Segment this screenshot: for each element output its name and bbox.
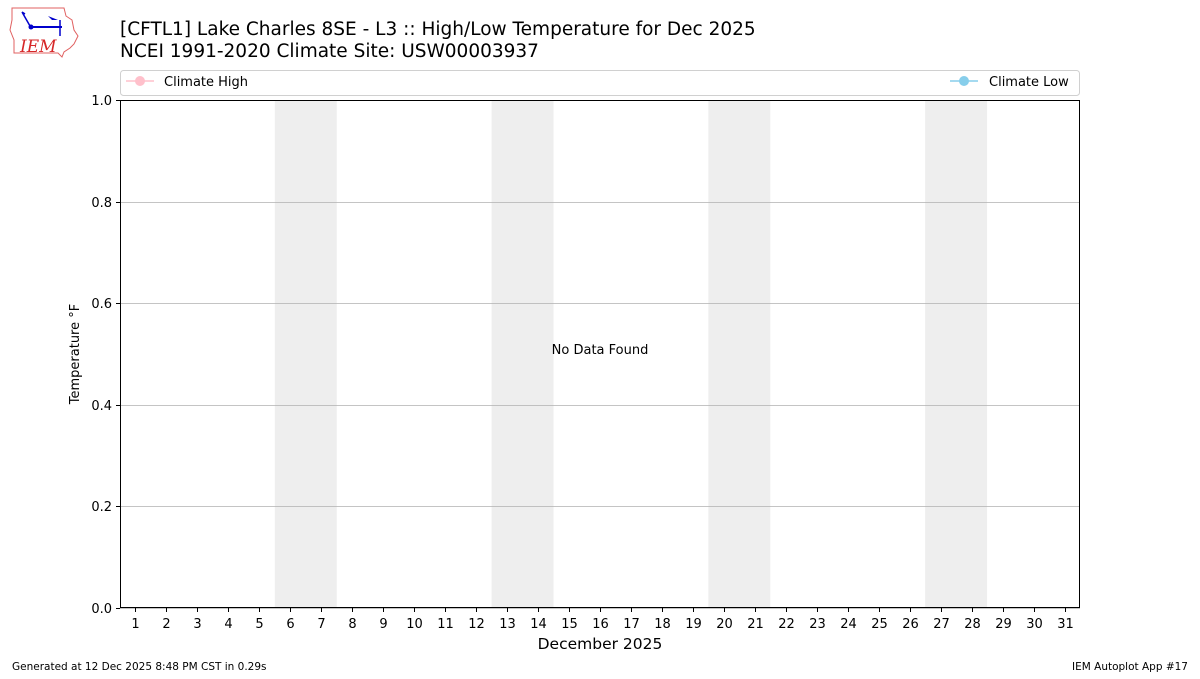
x-tick-label: 28 — [964, 617, 981, 632]
y-tick-label: 0.2 — [91, 500, 112, 515]
x-tick-label: 19 — [685, 617, 702, 632]
logo-text: IEM — [19, 37, 57, 57]
x-tick-label: 7 — [317, 617, 325, 632]
x-tick-label: 16 — [592, 617, 609, 632]
chart-title-line2: NCEI 1991-2020 Climate Site: USW00003937 — [120, 41, 539, 62]
x-tick-label: 17 — [623, 617, 640, 632]
x-tick-label: 11 — [437, 617, 454, 632]
x-tick-label: 26 — [902, 617, 919, 632]
x-tick-label: 13 — [499, 617, 516, 632]
x-tick-label: 9 — [379, 617, 387, 632]
x-tick-label: 8 — [348, 617, 356, 632]
x-tick-label: 31 — [1057, 617, 1074, 632]
x-tick-label: 2 — [162, 617, 170, 632]
legend-climate-low-marker — [959, 76, 969, 86]
x-tick-label: 1 — [131, 617, 139, 632]
x-tick-label: 3 — [193, 617, 201, 632]
x-axis-label: December 2025 — [538, 635, 663, 653]
footer-app: IEM Autoplot App #17 — [1072, 661, 1188, 673]
x-tick-label: 20 — [716, 617, 733, 632]
y-tick-label: 0.6 — [91, 297, 112, 312]
y-axis-label: Temperature °F — [68, 304, 83, 405]
y-tick-label: 0.4 — [91, 399, 112, 414]
plot-frame — [120, 100, 1080, 608]
x-tick-label: 18 — [654, 617, 671, 632]
x-tick-label: 24 — [840, 617, 857, 632]
x-tick-label: 22 — [778, 617, 795, 632]
y-tick-label: 1.0 — [91, 94, 112, 109]
x-tick-label: 4 — [224, 617, 232, 632]
x-tick-label: 15 — [561, 617, 578, 632]
iem-logo: IEM — [9, 7, 79, 58]
no-data-annotation: No Data Found — [552, 343, 649, 358]
x-tick-label: 10 — [406, 617, 423, 632]
y-axis-ticks: 0.0 0.2 0.4 0.6 0.8 1.0 — [91, 94, 120, 617]
x-tick-label: 27 — [933, 617, 950, 632]
x-tick-label: 5 — [255, 617, 263, 632]
chart-title-line1: [CFTL1] Lake Charles 8SE - L3 :: High/Lo… — [120, 19, 756, 40]
x-tick-label: 6 — [286, 617, 294, 632]
y-tick-label: 0.0 — [91, 602, 112, 617]
x-tick-label: 25 — [871, 617, 888, 632]
weekend-band — [491, 100, 554, 608]
weekend-band — [925, 100, 988, 608]
legend: Climate High Climate Low — [120, 70, 1080, 96]
x-tick-label: 30 — [1026, 617, 1043, 632]
x-tick-label: 12 — [468, 617, 485, 632]
legend-climate-high-marker — [135, 76, 145, 86]
x-tick-label: 14 — [530, 617, 547, 632]
x-tick-label: 21 — [747, 617, 764, 632]
x-tick-label: 29 — [995, 617, 1012, 632]
y-tick-label: 0.8 — [91, 196, 112, 211]
x-tick-label: 23 — [809, 617, 826, 632]
weekend-band — [708, 100, 771, 608]
x-axis-ticks: 1 2 3 4 5 6 7 8 9 10 11 12 13 14 15 16 17 18 19 20 21 22 23 24 2… — [131, 608, 1074, 632]
weekend-shading — [274, 100, 988, 608]
legend-climate-low-label: Climate Low — [989, 75, 1069, 90]
footer-generated: Generated at 12 Dec 2025 8:48 PM CST in … — [12, 661, 267, 673]
legend-climate-high-label: Climate High — [164, 75, 248, 90]
legend-frame — [120, 70, 1080, 96]
weekend-band — [274, 100, 337, 608]
